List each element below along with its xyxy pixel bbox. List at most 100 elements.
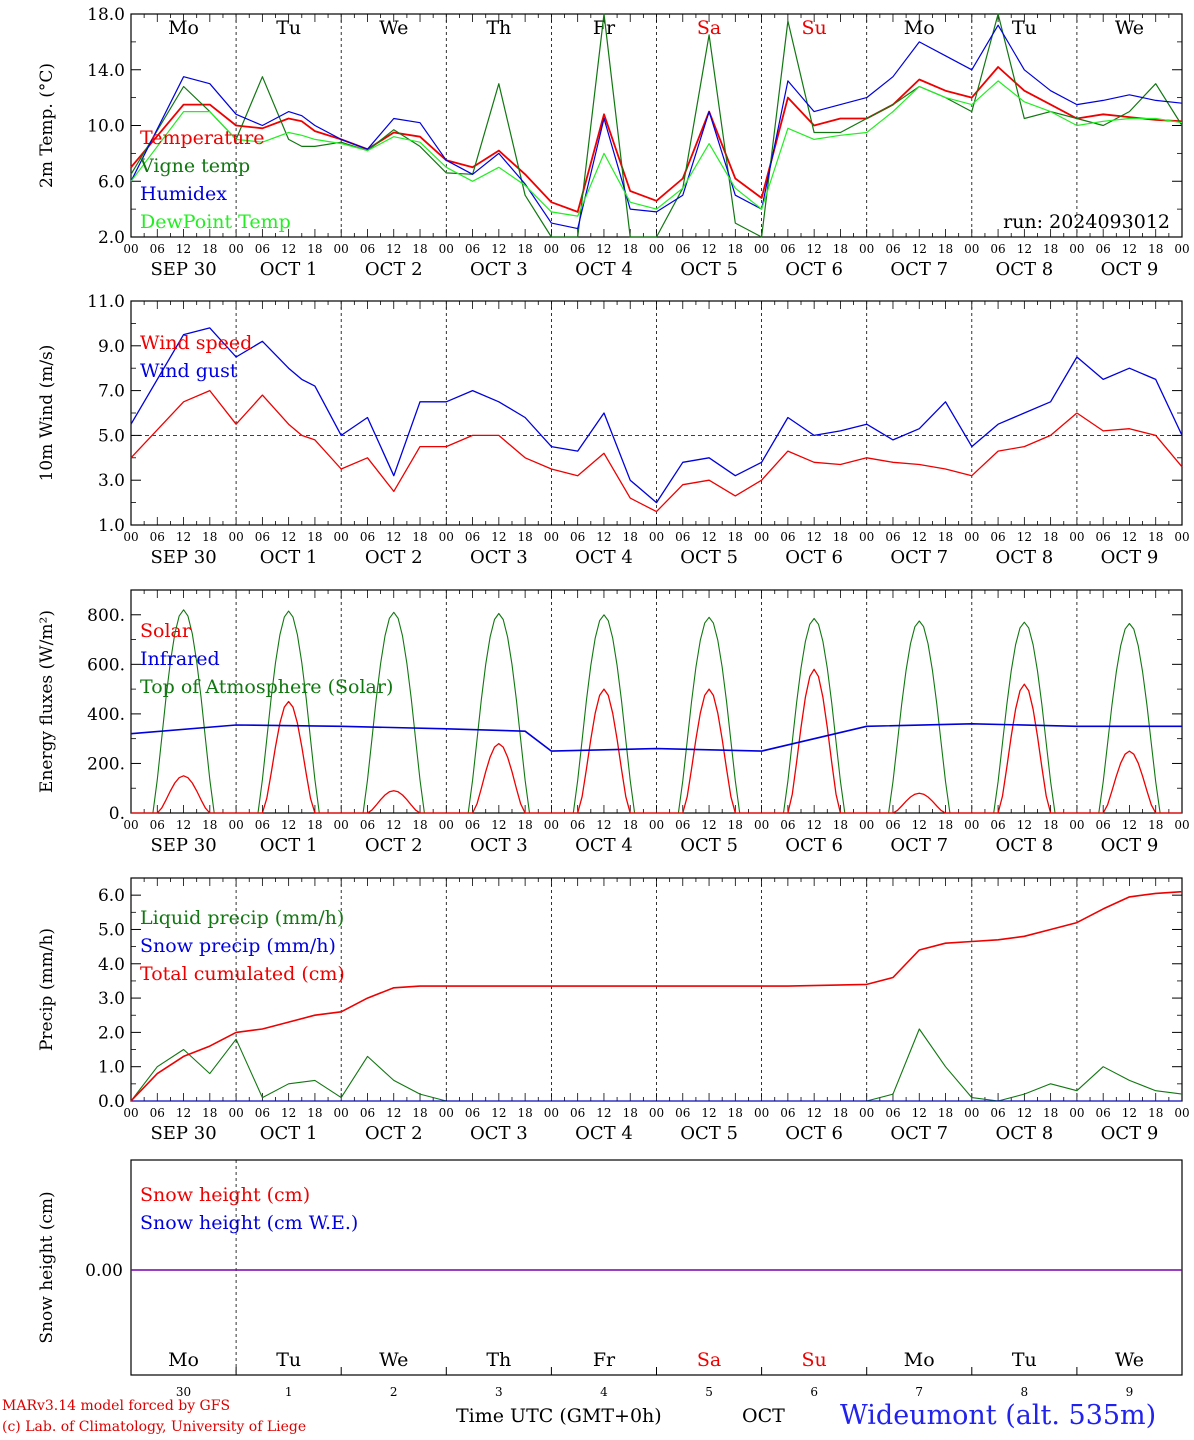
x-date-label: SEP 30: [150, 547, 216, 568]
x-date-label: OCT 1: [260, 1123, 318, 1144]
x-hour-label: 18: [1148, 530, 1163, 544]
y-tick-label: 4.0: [98, 955, 125, 975]
x-hour-label: 12: [1122, 242, 1137, 256]
x-hour-label: 18: [412, 1106, 427, 1120]
x-hour-label: 00: [123, 1106, 138, 1120]
x-hour-label: 00: [228, 242, 243, 256]
weekday-label: We: [379, 1349, 408, 1371]
x-hour-label: 06: [990, 530, 1005, 544]
x-hour-label: 06: [780, 1106, 795, 1120]
x-hour-label: 12: [281, 1106, 296, 1120]
x-hour-label: 12: [281, 818, 296, 832]
x-hour-label: 00: [1069, 818, 1084, 832]
x-date-label: OCT 2: [365, 835, 423, 856]
x-hour-label: 18: [307, 1106, 322, 1120]
y-axis-label: 10m Wind (m/s): [37, 345, 57, 482]
y-tick-label: 1.0: [98, 1058, 125, 1078]
weekday-label: Th: [486, 17, 511, 39]
x-hour-label: 06: [885, 1106, 900, 1120]
x-hour-label: 18: [833, 818, 848, 832]
x-date-label: OCT 2: [365, 259, 423, 280]
x-date-label: OCT 6: [785, 1123, 843, 1144]
x-hour-label: 12: [1017, 530, 1032, 544]
x-hour-label: 18: [412, 242, 427, 256]
x-hour-label: 06: [675, 530, 690, 544]
x-hour-label: 06: [360, 1106, 375, 1120]
weekday-label: Tu: [276, 1349, 301, 1371]
x-date-label: OCT 7: [890, 547, 948, 568]
x-hour-label: 06: [465, 1106, 480, 1120]
legend-entry: Wind gust: [140, 360, 238, 382]
x-date-label: OCT 7: [890, 259, 948, 280]
x-hour-label: 00: [228, 818, 243, 832]
x-hour-label: 00: [859, 530, 874, 544]
x-date-label: OCT 5: [680, 547, 738, 568]
weekday-label: Mo: [168, 17, 199, 39]
y-tick-label: 2.0: [98, 228, 125, 248]
x-hour-label: 12: [1122, 530, 1137, 544]
y-tick-label: 800.: [87, 606, 125, 626]
x-hour-label: 06: [675, 242, 690, 256]
x-hour-label: 18: [307, 818, 322, 832]
x-hour-label: 18: [1148, 818, 1163, 832]
x-hour-label: 18: [833, 1106, 848, 1120]
series-line-solar: [131, 668, 1182, 814]
x-hour-label: 12: [281, 242, 296, 256]
x-hour-label: 18: [1148, 242, 1163, 256]
x-date-label: OCT 6: [785, 259, 843, 280]
x-hour-label: 00: [754, 1106, 769, 1120]
x-hour-label: 00: [544, 242, 559, 256]
weekday-label: Mo: [904, 1349, 935, 1371]
x-date-label: OCT 8: [995, 1123, 1053, 1144]
legend-entry: Snow precip (mm/h): [140, 935, 336, 957]
x-hour-label: 06: [780, 530, 795, 544]
x-hour-label: 06: [465, 242, 480, 256]
y-tick-label: 3.0: [98, 471, 125, 491]
x-hour-label: 00: [439, 818, 454, 832]
x-hour-label: 06: [465, 818, 480, 832]
legend-entry: Vigne temp: [139, 155, 250, 177]
day-number-label: 4: [600, 1385, 608, 1399]
y-tick-label: 400.: [87, 705, 125, 725]
x-hour-label: 12: [1017, 242, 1032, 256]
y-tick-label: 0.00: [85, 1261, 123, 1281]
x-hour-label: 18: [1148, 1106, 1163, 1120]
x-hour-label: 00: [1174, 818, 1189, 832]
weekday-label: Tu: [276, 17, 301, 39]
x-hour-label: 00: [1174, 242, 1189, 256]
series-line-total-cumulated-cm-: [130, 890, 1183, 1102]
x-hour-label: 12: [1122, 1106, 1137, 1120]
x-hour-label: 12: [491, 242, 506, 256]
legend-entry: Solar: [140, 620, 192, 642]
x-hour-label: 18: [833, 530, 848, 544]
y-tick-label: 7.0: [98, 382, 125, 402]
x-date-label: OCT 6: [785, 547, 843, 568]
weekday-label: Su: [802, 17, 827, 39]
x-hour-label: 12: [596, 818, 611, 832]
y-tick-label: 0.: [109, 804, 125, 824]
y-tick-label: 200.: [87, 754, 125, 774]
x-hour-label: 12: [281, 530, 296, 544]
x-hour-label: 18: [412, 818, 427, 832]
x-hour-label: 18: [307, 530, 322, 544]
legend-entry: Temperature: [140, 127, 264, 149]
x-hour-label: 06: [885, 242, 900, 256]
x-hour-label: 18: [938, 530, 953, 544]
weekday-label: Mo: [904, 17, 935, 39]
y-tick-label: 18.0: [87, 5, 125, 25]
x-hour-label: 12: [386, 242, 401, 256]
y-tick-label: 1.0: [98, 516, 125, 536]
x-hour-label: 12: [1017, 1106, 1032, 1120]
x-hour-label: 12: [912, 1106, 927, 1120]
x-date-label: OCT 5: [680, 835, 738, 856]
x-date-label: OCT 1: [260, 547, 318, 568]
x-hour-label: 00: [334, 530, 349, 544]
x-hour-label: 18: [833, 242, 848, 256]
x-date-label: OCT 4: [575, 1123, 633, 1144]
x-hour-label: 00: [544, 1106, 559, 1120]
y-tick-label: 5.0: [98, 426, 125, 446]
day-number-label: 1: [285, 1385, 293, 1399]
panel-frame: [130, 13, 1183, 238]
x-date-label: OCT 8: [995, 835, 1053, 856]
y-tick-label: 3.0: [98, 989, 125, 1009]
